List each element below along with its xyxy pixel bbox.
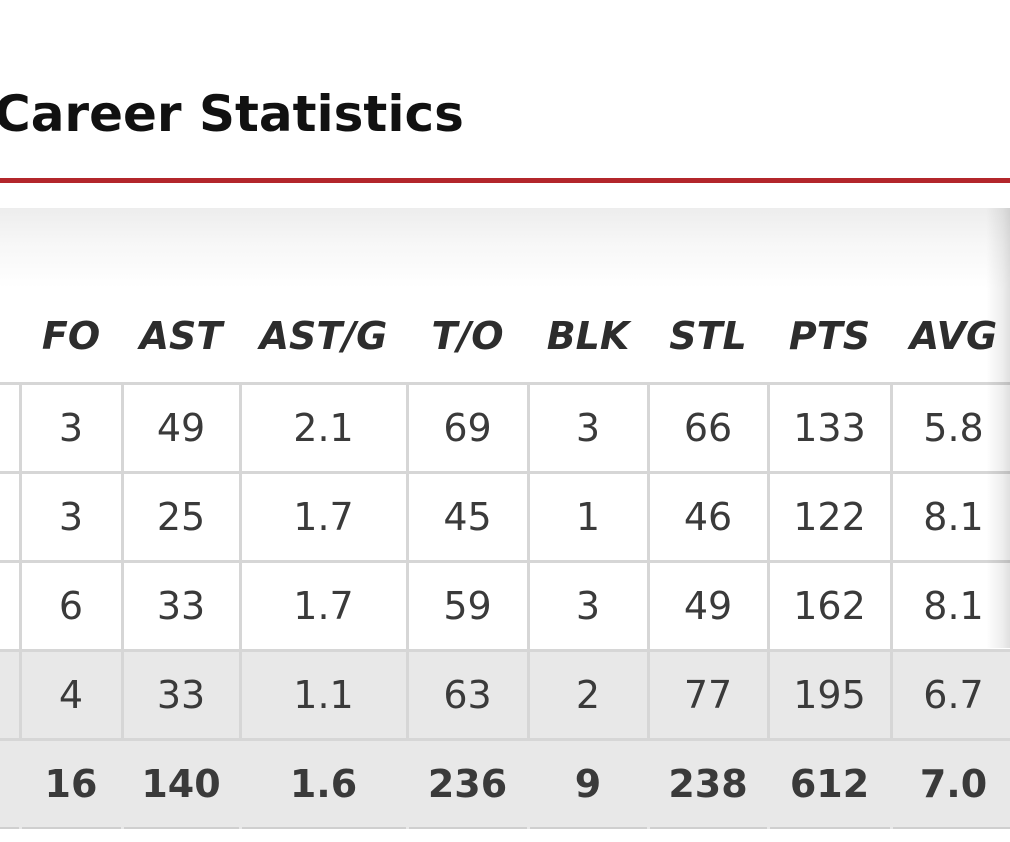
- column-header-avg[interactable]: AVG: [909, 313, 998, 358]
- table-cell: 59: [405, 559, 530, 652]
- table-row: 4 33 1.1 63 2 77 195 6.7: [0, 648, 1010, 741]
- column-header-ast-per-game[interactable]: AST/G: [259, 313, 388, 358]
- table-cell-clipped: [0, 737, 22, 829]
- totals-cell: 9: [526, 737, 650, 829]
- column-header-turnovers[interactable]: T/O: [431, 313, 504, 358]
- table-cell: 1.1: [238, 648, 409, 741]
- section-title: Career Statistics: [0, 85, 464, 143]
- column-header-stl[interactable]: STL: [669, 313, 747, 358]
- table-cell: 2.1: [238, 381, 409, 474]
- table-cell: 46: [646, 470, 770, 563]
- totals-cell: 16: [18, 737, 124, 829]
- table-cell: 63: [405, 648, 530, 741]
- table-cell: 3: [526, 559, 650, 652]
- table-cell: 195: [766, 648, 893, 741]
- table-cell: 5.8: [889, 381, 1010, 474]
- table-cell: 77: [646, 648, 770, 741]
- table-cell: 6.7: [889, 648, 1010, 741]
- career-stats-table: FO AST AST/G T/O BLK STL PTS AVG 3 49 2.…: [0, 208, 1010, 829]
- totals-cell: 1.6: [238, 737, 409, 829]
- table-cell: 1.7: [238, 559, 409, 652]
- column-header-ast[interactable]: AST: [139, 313, 223, 358]
- table-cell: 25: [120, 470, 242, 563]
- table-cell: 49: [646, 559, 770, 652]
- table-cell-clipped: [0, 381, 22, 474]
- column-header-spacer: [0, 208, 20, 383]
- stats-table-container[interactable]: FO AST AST/G T/O BLK STL PTS AVG 3 49 2.…: [0, 208, 1010, 829]
- table-cell-clipped: [0, 470, 22, 563]
- table-row: 6 33 1.7 59 3 49 162 8.1: [0, 559, 1010, 652]
- table-cell: 133: [766, 381, 893, 474]
- table-cell: 66: [646, 381, 770, 474]
- table-row-totals: 16 140 1.6 236 9 238 612 7.0: [0, 737, 1010, 829]
- table-cell: 1.7: [238, 470, 409, 563]
- column-header-fo[interactable]: FO: [41, 313, 101, 358]
- column-header-pts[interactable]: PTS: [788, 313, 871, 358]
- table-cell: 33: [120, 648, 242, 741]
- table-cell: 3: [18, 470, 124, 563]
- table-cell: 33: [120, 559, 242, 652]
- table-cell: 49: [120, 381, 242, 474]
- table-cell-clipped: [0, 559, 22, 652]
- table-cell: 8.1: [889, 470, 1010, 563]
- totals-cell: 612: [766, 737, 893, 829]
- table-cell: 6: [18, 559, 124, 652]
- table-row: 3 25 1.7 45 1 46 122 8.1: [0, 470, 1010, 563]
- table-cell: 3: [526, 381, 650, 474]
- table-cell: 45: [405, 470, 530, 563]
- column-header-blk[interactable]: BLK: [546, 313, 630, 358]
- table-cell: 8.1: [889, 559, 1010, 652]
- table-row: 3 49 2.1 69 3 66 133 5.8: [0, 381, 1010, 474]
- table-cell: 2: [526, 648, 650, 741]
- table-cell: 4: [18, 648, 124, 741]
- table-cell: 1: [526, 470, 650, 563]
- table-cell: 3: [18, 381, 124, 474]
- table-header-row: FO AST AST/G T/O BLK STL PTS AVG: [0, 208, 1010, 383]
- totals-cell: 236: [405, 737, 530, 829]
- totals-cell: 7.0: [889, 737, 1010, 829]
- table-cell: 69: [405, 381, 530, 474]
- table-cell: 122: [766, 470, 893, 563]
- totals-cell: 140: [120, 737, 242, 829]
- table-cell: 162: [766, 559, 893, 652]
- table-cell-clipped: [0, 648, 22, 741]
- totals-cell: 238: [646, 737, 770, 829]
- title-divider: [0, 178, 1010, 183]
